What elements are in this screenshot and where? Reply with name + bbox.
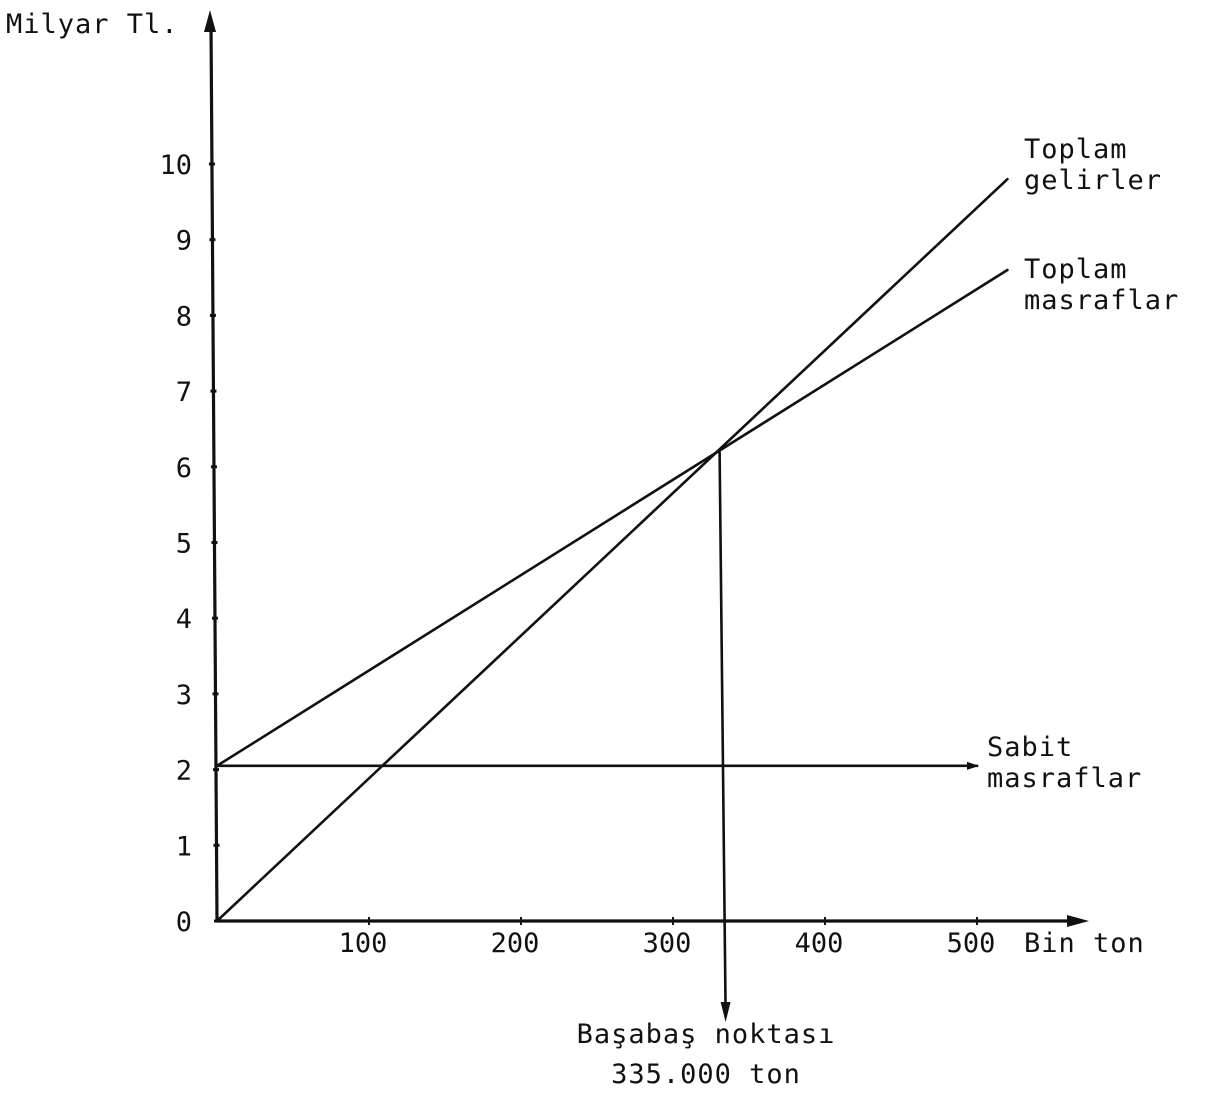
axes bbox=[204, 10, 1089, 927]
y-tick-label: 6 bbox=[176, 453, 192, 484]
x-axis-label: Bin ton bbox=[1024, 928, 1145, 959]
y-axis bbox=[209, 23, 219, 922]
break-even-drop-line bbox=[718, 451, 727, 1013]
y-tick-label: 4 bbox=[176, 604, 192, 635]
break-even-label: Başabaş noktası bbox=[577, 1019, 836, 1050]
x-tick-label: 500 bbox=[947, 928, 996, 959]
y-tick-label: 9 bbox=[176, 226, 192, 257]
x-tick-label: 100 bbox=[339, 928, 388, 959]
series-label: gelirler bbox=[1024, 165, 1162, 196]
y-tick-label: 2 bbox=[176, 756, 192, 787]
x-tick-label: 300 bbox=[643, 928, 692, 959]
series-label: Sabit bbox=[987, 732, 1073, 763]
series-lines bbox=[215, 177, 1009, 923]
series-line bbox=[215, 177, 1009, 923]
series-label: masraflar bbox=[987, 763, 1142, 794]
break-even-annotation: Başabaş noktası 335.000 ton bbox=[577, 451, 836, 1090]
series-arrow bbox=[967, 761, 979, 770]
x-tick-label: 400 bbox=[795, 928, 844, 959]
break-even-arrow bbox=[720, 1002, 731, 1022]
series-label: Toplam bbox=[1024, 134, 1128, 165]
tick-labels: 0 1 2 3 4 5 6 7 8 9 10 100 200 300 400 500 bbox=[159, 150, 995, 959]
y-tick-label: 7 bbox=[176, 377, 192, 408]
y-tick-label: 5 bbox=[176, 529, 192, 560]
y-tick-label: 1 bbox=[176, 831, 192, 862]
series-label: masraflar bbox=[1024, 285, 1179, 316]
series-line bbox=[215, 268, 1009, 768]
y-axis-label: Milyar Tl. bbox=[6, 9, 179, 40]
break-even-label: 335.000 ton bbox=[611, 1059, 801, 1090]
y-axis-arrow bbox=[204, 10, 216, 32]
y-tick-label: 10 bbox=[159, 150, 192, 181]
series-label: Toplam bbox=[1024, 254, 1128, 285]
y-tick-label: 0 bbox=[176, 907, 192, 938]
x-axis-arrow bbox=[1067, 915, 1089, 927]
series-labels: ToplamgelirlerToplammasraflarSabitmasraf… bbox=[987, 134, 1179, 794]
y-tick-label: 3 bbox=[176, 680, 192, 711]
y-tick-label: 8 bbox=[176, 301, 192, 332]
x-tick-label: 200 bbox=[491, 928, 540, 959]
